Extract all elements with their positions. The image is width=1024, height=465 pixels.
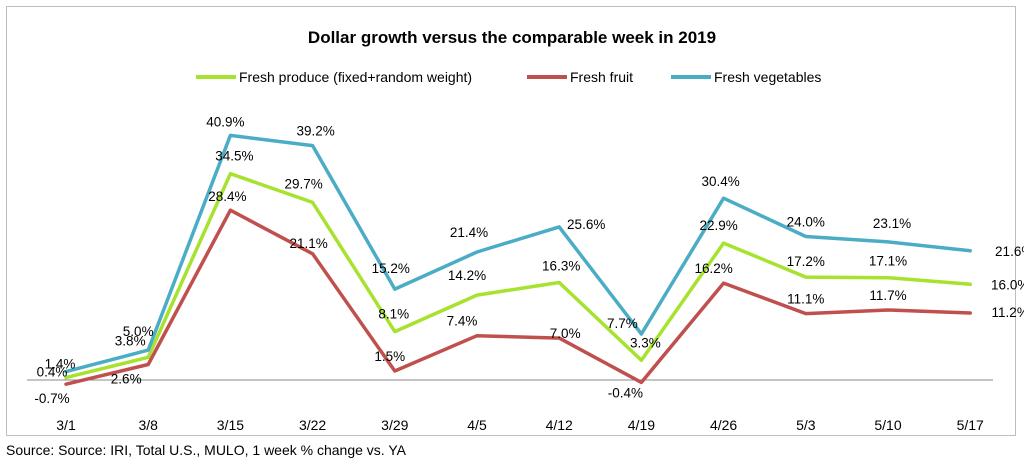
data-label: 28.4% xyxy=(208,189,246,204)
series-lines xyxy=(64,133,972,386)
data-label: 39.2% xyxy=(296,124,334,139)
data-label: 3.3% xyxy=(630,335,661,350)
data-label: 11.2% xyxy=(992,305,1024,320)
data-label: 1.5% xyxy=(374,349,405,364)
x-tick-label: 4/19 xyxy=(628,417,655,433)
data-label: 3.8% xyxy=(115,333,146,348)
data-label: 11.1% xyxy=(787,292,824,307)
x-tick-label: 5/17 xyxy=(957,417,984,433)
data-label: 8.1% xyxy=(378,307,409,322)
data-label: 23.1% xyxy=(873,216,911,231)
data-label: -0.7% xyxy=(34,391,69,406)
x-tick-label: 4/5 xyxy=(467,417,487,433)
series-line xyxy=(64,208,972,386)
data-label: -0.4% xyxy=(608,385,643,400)
data-label: 21.6% xyxy=(995,244,1024,259)
x-tick-label: 4/26 xyxy=(710,417,737,433)
data-label: 1.4% xyxy=(45,357,76,372)
data-labels: 0.4% 3.8% 34.5% 29.7% 8.1% 14.2% 16.3% 3.3% 22.9… xyxy=(34,114,1024,406)
x-tick-label: 3/1 xyxy=(56,417,76,433)
data-label: 15.2% xyxy=(372,261,410,276)
x-tick-label: 4/12 xyxy=(546,417,573,433)
data-label: 2.6% xyxy=(111,372,142,387)
chart-title: Dollar growth versus the comparable week… xyxy=(308,28,716,47)
data-label: 14.2% xyxy=(448,268,486,283)
data-label: 5.0% xyxy=(123,324,154,339)
legend: Fresh produce (fixed+random weight) Fresh… xyxy=(196,69,821,85)
data-label: 30.4% xyxy=(701,174,739,189)
data-label: 21.1% xyxy=(289,236,327,251)
x-tick-label: 3/22 xyxy=(299,417,326,433)
data-label: 7.0% xyxy=(550,326,581,341)
series-line xyxy=(64,133,972,374)
data-label: 16.0% xyxy=(991,277,1024,292)
data-label: 7.4% xyxy=(447,314,478,329)
x-tick-label: 3/8 xyxy=(138,417,158,433)
data-label: 40.9% xyxy=(206,114,244,129)
data-label: 25.6% xyxy=(567,217,605,232)
legend-label: Fresh produce (fixed+random weight) xyxy=(239,69,472,85)
x-tick-label: 5/3 xyxy=(796,417,816,433)
data-label: 17.2% xyxy=(787,254,825,269)
data-label: 29.7% xyxy=(284,176,322,191)
chart-frame xyxy=(6,6,1016,436)
data-label: 0.4% xyxy=(37,365,68,380)
data-label: 11.7% xyxy=(869,288,906,303)
x-tick-labels: 3/1 3/8 3/15 3/22 3/29 4/5 4/12 4/19 4/26 5/3 5/10… xyxy=(56,417,984,433)
data-label: 22.9% xyxy=(699,218,737,233)
series-line xyxy=(64,171,972,380)
data-label: 34.5% xyxy=(215,149,253,164)
legend-label: Fresh fruit xyxy=(570,69,633,85)
legend-label: Fresh vegetables xyxy=(714,69,821,85)
data-label: 21.4% xyxy=(450,225,488,240)
x-tick-label: 3/29 xyxy=(381,417,408,433)
source-note: Source: Source: IRI, Total U.S., MULO, 1… xyxy=(6,442,406,458)
data-label: 7.7% xyxy=(607,316,638,331)
data-label: 17.1% xyxy=(869,254,907,269)
x-tick-label: 3/15 xyxy=(217,417,244,433)
data-label: 16.3% xyxy=(542,259,580,274)
data-label: 16.2% xyxy=(694,261,732,276)
x-tick-label: 5/10 xyxy=(874,417,901,433)
data-label: 24.0% xyxy=(787,215,825,230)
